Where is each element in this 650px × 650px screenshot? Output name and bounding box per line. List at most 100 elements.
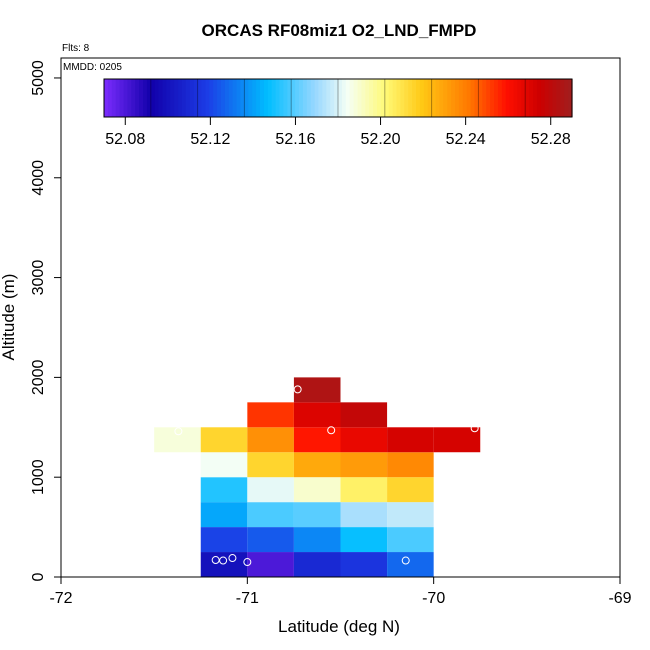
- colorbar-segment: [486, 79, 491, 117]
- colorbar-segment: [509, 79, 515, 117]
- heatmap-cell: [200, 502, 248, 528]
- colorbar-segment: [228, 79, 234, 117]
- colorbar-segment: [217, 79, 222, 117]
- colorbar-segment: [497, 79, 503, 117]
- colorbar-segment: [104, 79, 109, 117]
- colorbar-segment: [150, 79, 156, 117]
- colorbar-segment: [115, 79, 121, 117]
- colorbar-segment: [525, 79, 530, 117]
- heatmap-cell: [293, 552, 341, 577]
- heatmap-cell: [293, 527, 341, 553]
- colorbar-tick-label: 52.28: [531, 131, 571, 148]
- y-tick-label: 4000: [30, 160, 47, 196]
- colorbar-segment: [384, 79, 390, 117]
- colorbar-segment: [540, 79, 546, 117]
- colorbar-segment: [170, 79, 175, 117]
- colorbar-segment: [505, 79, 511, 117]
- colorbar-segment: [431, 79, 437, 117]
- y-tick-label: 2000: [30, 359, 47, 395]
- heatmap-cell: [340, 477, 388, 503]
- colorbar-segment: [474, 79, 479, 117]
- sample-points: [174, 385, 479, 567]
- colorbar-segment: [388, 79, 394, 117]
- colorbar-segment: [154, 79, 160, 117]
- chart-title: ORCAS RF08miz1 O2_LND_FMPD: [202, 21, 477, 40]
- colorbar-segment: [353, 79, 359, 117]
- heatmap-cell: [200, 452, 248, 478]
- colorbar-segment: [544, 79, 550, 117]
- colorbar-segment: [287, 79, 292, 117]
- colorbar-segment: [365, 79, 370, 117]
- colorbar-segment: [334, 79, 339, 117]
- colorbar-segment: [232, 79, 238, 117]
- colorbar-segment: [517, 79, 522, 117]
- colorbar-segment: [182, 79, 187, 117]
- colorbar-segment: [439, 79, 444, 117]
- colorbar-segment: [357, 79, 362, 117]
- colorbar-segment: [416, 79, 421, 117]
- colorbar-segment: [166, 79, 171, 117]
- colorbar-segment: [135, 79, 140, 117]
- colorbar-segment: [345, 79, 351, 117]
- heatmap-cell: [247, 452, 294, 478]
- colorbar-segment: [244, 79, 249, 117]
- colorbar-segment: [533, 79, 538, 117]
- colorbar-segment: [338, 79, 343, 117]
- colorbar-segment: [209, 79, 214, 117]
- colorbar-segment: [306, 79, 312, 117]
- sample-point: [174, 427, 183, 436]
- colorbar-segment: [326, 79, 331, 117]
- heatmap-cell: [340, 527, 388, 553]
- colorbar-segment: [451, 79, 456, 117]
- y-axis: 0 1000 2000 3000 4000 5000: [30, 60, 61, 581]
- colorbar-segment: [279, 79, 284, 117]
- colorbar-segment: [322, 79, 327, 117]
- colorbar-segment: [470, 79, 476, 117]
- colorbar-segment: [275, 79, 281, 117]
- x-tick-label: -72: [49, 590, 72, 607]
- heatmap-cell: [340, 427, 388, 453]
- colorbar-segment: [310, 79, 316, 117]
- colorbar-segment: [111, 79, 117, 117]
- x-tick-label: -71: [236, 590, 259, 607]
- heatmap-cell: [340, 502, 388, 528]
- colorbar-tick-label: 52.08: [105, 131, 145, 148]
- colorbar-segment: [380, 79, 386, 117]
- y-tick-label: 3000: [30, 260, 47, 296]
- heatmap-cell: [387, 527, 434, 553]
- flights-count: Flts: 8: [62, 43, 90, 54]
- y-tick-label: 1000: [30, 459, 47, 495]
- colorbar-segment: [201, 79, 206, 117]
- heatmap-cell: [247, 477, 294, 503]
- colorbar: 52.08 52.12 52.16 52.20 52.24 52.28: [103, 78, 573, 148]
- colorbar-segment: [302, 79, 308, 117]
- colorbar-segment: [162, 79, 167, 117]
- colorbar-segment: [236, 79, 242, 117]
- heatmap-cells: [154, 377, 481, 577]
- colorbar-segment: [131, 79, 136, 117]
- colorbar-segment: [373, 79, 378, 117]
- heatmap-cell: [387, 427, 434, 453]
- colorbar-tick-label: 52.16: [275, 131, 315, 148]
- colorbar-segment: [462, 79, 468, 117]
- heatmap-cell: [247, 552, 294, 577]
- x-tick-label: -69: [608, 590, 631, 607]
- colorbar-segment: [224, 79, 230, 117]
- x-tick-label: -70: [422, 590, 445, 607]
- colorbar-segment: [458, 79, 464, 117]
- colorbar-segment: [552, 79, 557, 117]
- colorbar-segment: [396, 79, 401, 117]
- colorbar-segment: [146, 79, 152, 117]
- colorbar-segment: [490, 79, 495, 117]
- x-axis: -72 -71 -70 -69: [49, 577, 632, 607]
- y-axis-label: Altitude (m): [0, 274, 18, 361]
- colorbar-segment: [260, 79, 265, 117]
- colorbar-segment: [482, 79, 487, 117]
- colorbar-segment: [267, 79, 273, 117]
- colorbar-segment: [466, 79, 472, 117]
- heatmap-cell: [200, 552, 248, 577]
- colorbar-segment: [501, 79, 507, 117]
- colorbar-segment: [314, 79, 320, 117]
- colorbar-gradient: [104, 79, 573, 117]
